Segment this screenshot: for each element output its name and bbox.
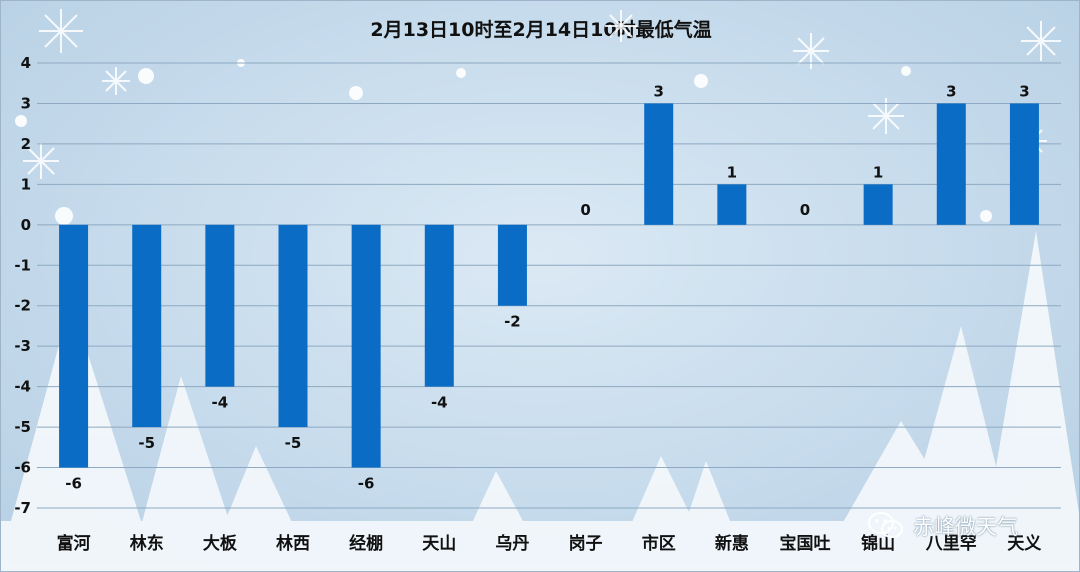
bar xyxy=(644,103,674,225)
bar xyxy=(59,224,89,468)
data-label: -4 xyxy=(431,394,448,412)
bar xyxy=(132,224,162,428)
data-label: -5 xyxy=(138,434,155,452)
y-tick-label: 3 xyxy=(21,94,31,112)
y-tick-label: 2 xyxy=(21,135,31,153)
bar xyxy=(497,224,527,306)
bar xyxy=(717,184,747,225)
y-tick-label: -1 xyxy=(14,256,31,274)
bar xyxy=(863,184,893,225)
data-label: -6 xyxy=(358,475,375,493)
tree-decoration xyxy=(1,231,1079,571)
data-label: 1 xyxy=(873,163,883,181)
data-label: 0 xyxy=(800,201,810,219)
y-axis: 4 3 2 1 0 -1 -2 -3 -4 -5 -6 -7 xyxy=(14,54,31,517)
y-tick-label: 0 xyxy=(21,216,31,234)
x-tick-label: 乌丹 xyxy=(495,533,529,554)
data-label: -6 xyxy=(65,475,82,493)
x-tick-label: 经棚 xyxy=(349,533,383,554)
y-tick-label: -7 xyxy=(14,499,31,517)
x-tick-label: 天山 xyxy=(422,534,456,554)
x-tick-label: 林西 xyxy=(276,533,310,554)
x-tick-label: 新惠 xyxy=(715,533,749,554)
x-tick-label: 宝国吐 xyxy=(780,533,831,554)
y-tick-label: 1 xyxy=(21,175,31,193)
snow-dots xyxy=(15,59,992,225)
x-tick-label: 大板 xyxy=(203,533,238,554)
data-label: -2 xyxy=(504,313,521,331)
x-tick-label: 锦山 xyxy=(861,533,895,554)
x-tick-label: 天义 xyxy=(1007,533,1041,554)
data-label: 3 xyxy=(1019,82,1029,100)
snowflake-decoration xyxy=(23,9,1061,179)
x-tick-label: 市区 xyxy=(642,533,676,554)
data-label: 1 xyxy=(727,163,737,181)
y-tick-label: -5 xyxy=(14,418,31,436)
y-tick-label: 4 xyxy=(21,54,31,72)
data-label: -5 xyxy=(285,434,302,452)
bar xyxy=(278,224,308,428)
bar xyxy=(205,224,235,387)
x-axis: 富河 林东 大板 林西 经棚 天山 乌丹 岗子 市区 新惠 宝国吐 锦山 八里罕 天义 xyxy=(57,533,1042,554)
x-tick-label: 岗子 xyxy=(569,533,603,554)
chart-title: 2月13日10时至2月14日10时最低气温 xyxy=(370,19,712,41)
bar xyxy=(1009,103,1039,225)
bar xyxy=(351,224,381,468)
wechat-icon xyxy=(868,512,903,538)
bar-series xyxy=(59,103,1039,468)
watermark: 赤峰微天气 xyxy=(867,508,1018,544)
y-tick-label: -6 xyxy=(14,459,31,477)
y-tick-label: -2 xyxy=(14,297,31,315)
data-label: -4 xyxy=(212,394,229,412)
bar xyxy=(424,224,454,387)
x-tick-label: 富河 xyxy=(57,533,91,554)
watermark-text: 赤峰微天气 xyxy=(913,515,1018,539)
data-label: 0 xyxy=(580,201,590,219)
data-label: 3 xyxy=(946,82,956,100)
y-tick-label: -4 xyxy=(14,378,31,396)
x-tick-label: 林东 xyxy=(130,533,164,554)
bar xyxy=(936,103,966,225)
x-tick-label: 八里罕 xyxy=(926,534,977,554)
data-label: 3 xyxy=(653,82,663,100)
y-tick-label: -3 xyxy=(14,337,31,355)
data-labels: -6 -5 -4 -5 -6 -4 -2 0 3 1 0 1 3 3 xyxy=(65,82,1029,492)
